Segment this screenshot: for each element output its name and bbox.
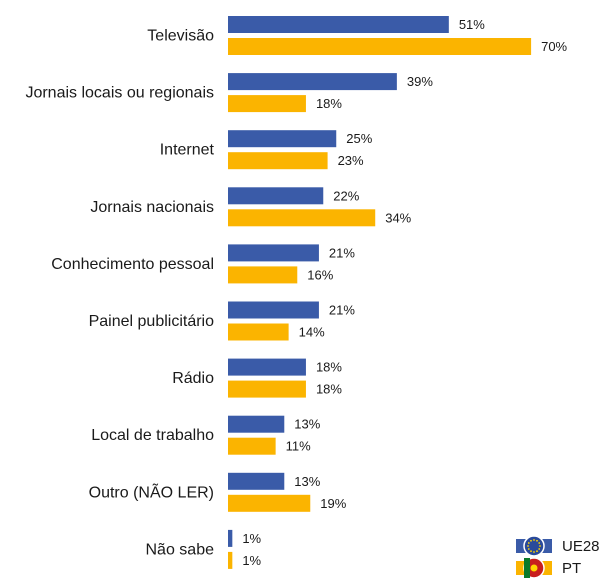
legend-label: UE28 [562,538,600,555]
bar-ue28 [228,244,319,262]
bar-pt [228,95,306,113]
bar-ue28 [228,187,324,205]
value-label: 14% [299,325,325,340]
bar-pt [228,551,233,569]
category-label: Internet [160,142,215,159]
bar-ue28 [228,529,233,547]
value-label: 23% [338,153,364,168]
category-label: Local de trabalho [91,427,214,444]
value-label: 18% [316,96,342,111]
bars-group: Televisão 51% 70% Jornais locais ou regiona… [25,16,568,569]
value-label: 51% [459,17,485,32]
bar-pt [228,437,276,455]
category-label: Outro (NÃO LER) [89,481,214,501]
category-label: Rádio [172,370,214,387]
legend: UE28 PT [516,535,600,579]
value-label: 34% [385,210,411,225]
bar-pt [228,380,306,398]
value-label: 13% [294,474,320,489]
bar-pt [228,494,311,512]
value-label: 70% [541,39,567,54]
bar-ue28 [228,16,449,33]
value-label: 21% [329,303,355,318]
bar-pt [228,209,376,227]
bar-pt [228,266,298,284]
value-label: 18% [316,360,342,375]
bar-ue28 [228,415,285,433]
category-label: Jornais nacionais [90,199,214,216]
bar-ue28 [228,472,285,490]
value-label: 1% [242,553,261,568]
bar-ue28 [228,301,319,319]
legend-label: PT [562,560,581,577]
value-label: 22% [333,188,359,203]
value-label: 18% [316,382,342,397]
bar-pt [228,323,289,341]
value-label: 16% [307,267,333,282]
value-label: 19% [320,496,346,511]
value-label: 21% [329,245,355,260]
bar-ue28 [228,130,337,148]
category-label: Jornais locais ou regionais [25,85,214,102]
value-label: 25% [346,131,372,146]
value-label: 13% [294,417,320,432]
bar-pt [228,38,532,55]
bar-ue28 [228,358,306,376]
category-label: Televisão [147,28,214,45]
value-label: 1% [242,531,261,546]
value-label: 39% [407,74,433,89]
eu-flag-icon [516,535,552,557]
category-label: Não sabe [146,541,215,558]
bar-pt [228,152,328,170]
category-label: Conhecimento pessoal [51,256,214,273]
value-label: 11% [286,439,311,454]
bar-ue28 [228,73,397,91]
category-label: Painel publicitário [89,313,215,330]
portugal-flag-icon [516,557,552,579]
